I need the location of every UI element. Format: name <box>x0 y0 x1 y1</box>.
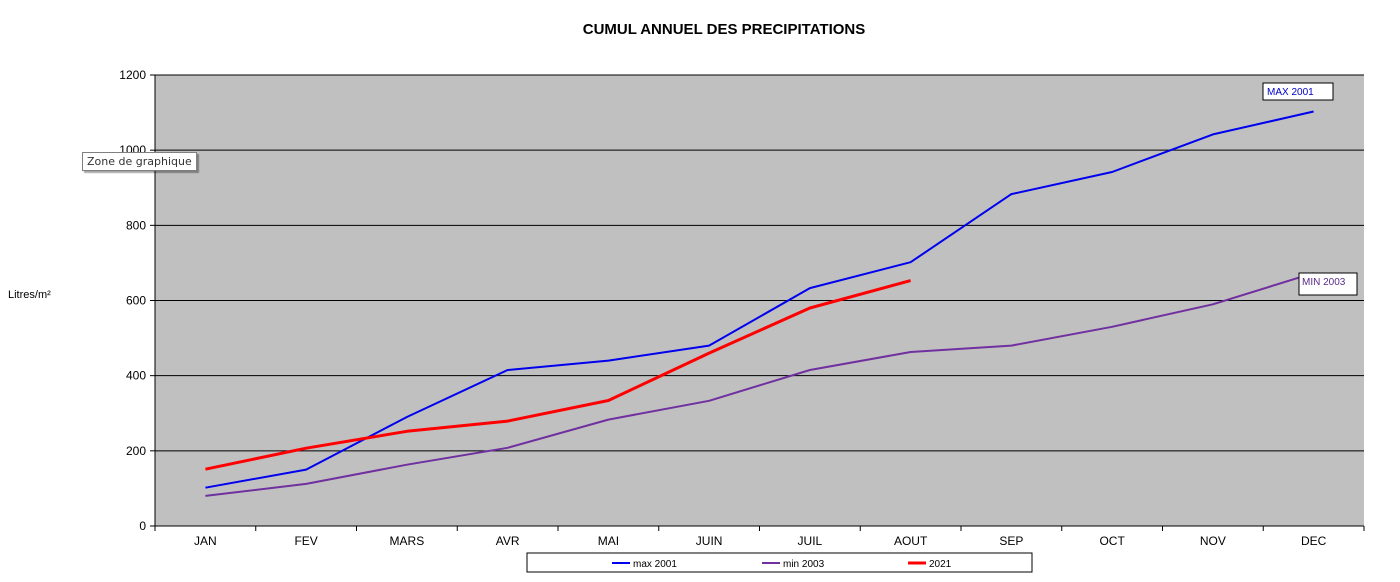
annotation-max-2001-box <box>1262 82 1334 101</box>
series-line-2021[interactable] <box>205 279 911 471</box>
annotation-min-2003: MIN 2003 <box>1298 272 1358 296</box>
chart-title: CUMUL ANNUEL DES PRECIPITATIONS <box>583 21 866 38</box>
x-tick-label-juin: JUIN <box>696 534 723 548</box>
series-line-min-2003[interactable] <box>205 272 1314 497</box>
x-tick-label-oct: OCT <box>1099 534 1125 548</box>
legend-item-2021: 2021 <box>908 559 952 570</box>
legend-label-max-2001: max 2001 <box>633 559 677 570</box>
x-tick-label-dec: DEC <box>1301 534 1327 548</box>
y-tick-label-400: 400 <box>126 369 146 383</box>
legend[interactable]: max 2001 min 2003 2021 <box>526 552 1033 573</box>
tooltip-chart-area: Zone de graphique <box>82 152 197 171</box>
legend-item-max-2001: max 2001 <box>612 559 677 570</box>
x-tick-label-mai: MAI <box>598 534 619 548</box>
x-tick-label-nov: NOV <box>1200 534 1226 548</box>
grid-lines <box>155 74 1364 452</box>
y-tick-label-0: 0 <box>139 519 146 533</box>
x-tick-label-avr: AVR <box>496 534 520 548</box>
y-tick-label-600: 600 <box>126 294 146 308</box>
x-tick-label-sep: SEP <box>999 534 1023 548</box>
x-tick-label-fev: FEV <box>294 534 317 548</box>
series-line-max-2001[interactable] <box>205 110 1314 489</box>
x-tick-label-juil: JUIL <box>798 534 823 548</box>
annotation-max-2001: MAX 2001 <box>1262 82 1334 101</box>
y-axis-label: Litres/m² <box>8 289 51 301</box>
y-tick-label-1200: 1200 <box>119 68 146 82</box>
x-tick-label-mars: MARS <box>390 534 425 548</box>
x-tick-label-jan: JAN <box>194 534 217 548</box>
series-lines <box>205 110 1314 497</box>
legend-item-min-2003: min 2003 <box>762 559 825 570</box>
x-tick-label-aout: AOUT <box>894 534 928 548</box>
legend-label-min-2003: min 2003 <box>783 559 825 570</box>
legend-label-2021: 2021 <box>929 559 952 570</box>
annotation-min-2003-text: MIN 2003 <box>1302 277 1346 288</box>
annotation-min-2003-box <box>1298 272 1358 296</box>
y-tick-label-800: 800 <box>126 218 146 232</box>
x-axis-ticks: JAN FEV MARS AVR MAI JUIN JUIL AOUT SEP OCT NOV DEC <box>154 526 1365 548</box>
y-tick-label-200: 200 <box>126 444 146 458</box>
annotation-max-2001-text: MAX 2001 <box>1267 87 1314 98</box>
